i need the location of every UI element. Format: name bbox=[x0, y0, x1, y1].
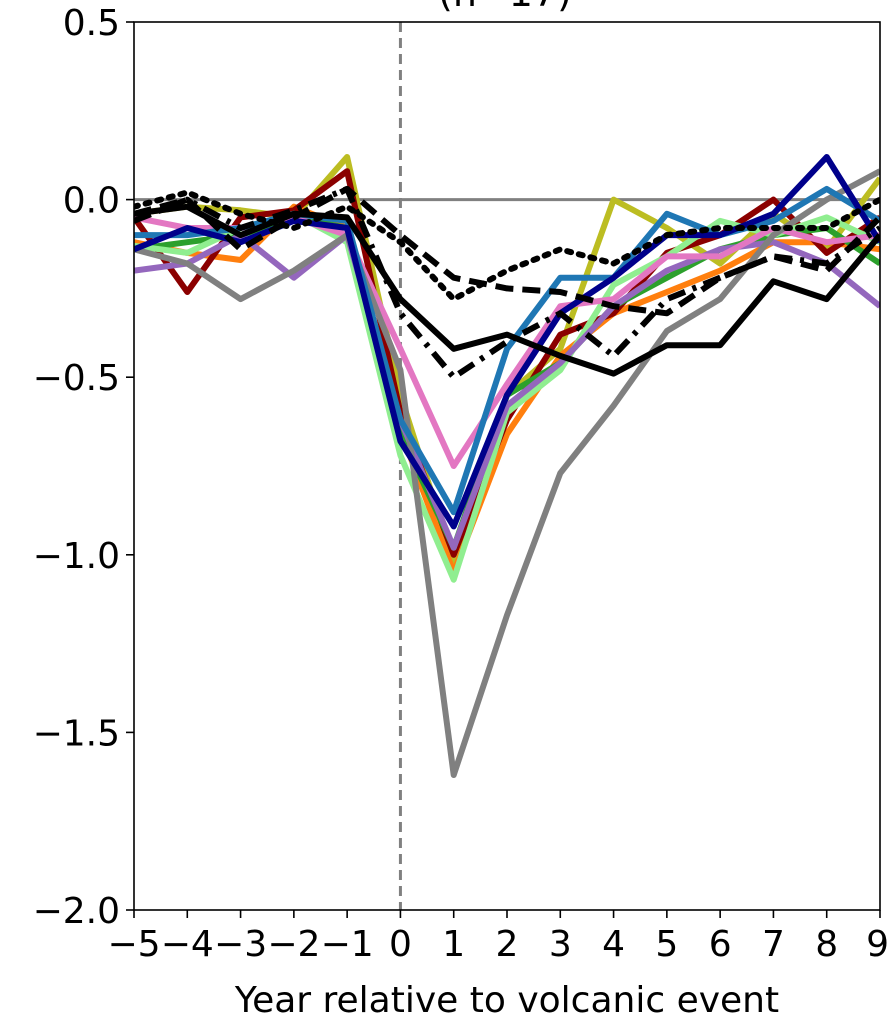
y-tick-label: −0.5 bbox=[33, 358, 120, 399]
y-axis: 0.5 0.0 −0.5 −1.0 −1.5 −2.0 bbox=[33, 3, 134, 932]
x-tick-label: 2 bbox=[496, 924, 519, 965]
x-tick-label: 1 bbox=[442, 924, 465, 965]
reference-lines bbox=[134, 22, 880, 910]
x-axis: −5 −4 −3 −2 −1 0 1 2 3 4 5 6 7 8 9 bbox=[107, 910, 889, 965]
series-line-10 bbox=[134, 154, 880, 530]
y-tick-label: −2.0 bbox=[33, 891, 120, 932]
x-tick-label: 7 bbox=[762, 924, 785, 965]
series-line-12 bbox=[134, 185, 880, 317]
x-tick-label: 0 bbox=[389, 924, 412, 965]
x-tick-label: 5 bbox=[655, 924, 678, 965]
x-tick-label: −4 bbox=[161, 924, 214, 965]
series-line-6 bbox=[134, 232, 880, 551]
y-tick-label: −1.5 bbox=[33, 713, 120, 754]
x-tick-label: 3 bbox=[549, 924, 572, 965]
series-lines bbox=[134, 154, 880, 778]
x-tick-label: −3 bbox=[214, 924, 267, 965]
series-line-2 bbox=[134, 203, 880, 576]
series-line-11 bbox=[134, 203, 880, 377]
y-tick-label: −1.0 bbox=[33, 536, 120, 577]
series-line-8 bbox=[134, 168, 880, 778]
y-tick-label: 0.5 bbox=[63, 3, 120, 44]
series-line-13 bbox=[134, 189, 880, 303]
x-tick-label: 4 bbox=[602, 924, 625, 965]
x-tick-label: −2 bbox=[267, 924, 320, 965]
plot-area bbox=[133, 21, 881, 911]
plot-frame bbox=[133, 21, 881, 911]
x-tick-label: 8 bbox=[815, 924, 838, 965]
chart-title: (n=17) bbox=[438, 0, 572, 15]
y-tick-label: 0.0 bbox=[63, 181, 120, 222]
x-axis-label: Year relative to volcanic event bbox=[234, 980, 779, 1019]
x-tick-label: 6 bbox=[709, 924, 732, 965]
x-tick-label: −1 bbox=[321, 924, 374, 965]
x-tick-label: 9 bbox=[866, 924, 889, 965]
x-tick-label: −5 bbox=[107, 924, 160, 965]
